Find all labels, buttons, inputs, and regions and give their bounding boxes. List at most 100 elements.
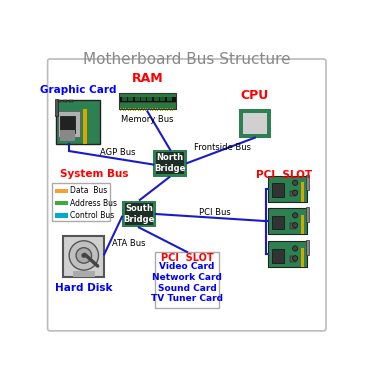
Text: RAM: RAM [132, 72, 163, 85]
Bar [125, 204, 153, 225]
Text: PCI  SLOT: PCI SLOT [256, 170, 312, 180]
Bar [128, 97, 133, 101]
Bar [172, 108, 173, 111]
Text: Frontside Bus: Frontside Bus [194, 143, 251, 152]
Bar [128, 108, 129, 111]
Bar [55, 189, 68, 193]
Circle shape [292, 213, 298, 218]
Bar [122, 200, 156, 227]
Bar [301, 215, 304, 234]
FancyBboxPatch shape [47, 59, 326, 331]
Bar [167, 97, 172, 101]
Bar [122, 97, 127, 101]
Circle shape [292, 246, 298, 251]
Bar [290, 256, 296, 262]
Bar [132, 108, 134, 111]
Bar [268, 175, 307, 202]
Bar [135, 108, 136, 111]
Bar [156, 152, 184, 174]
Bar [268, 241, 307, 267]
Bar [142, 108, 143, 111]
Bar [55, 99, 58, 116]
Text: AGP Bus: AGP Bus [100, 148, 135, 157]
Bar [119, 102, 176, 109]
Bar [301, 182, 304, 202]
Bar [165, 108, 166, 111]
Bar [138, 108, 139, 111]
Text: Hard Disk: Hard Disk [55, 283, 112, 293]
Bar [157, 108, 158, 111]
Bar [73, 271, 95, 277]
Bar [160, 97, 165, 101]
Text: Control Bus: Control Bus [70, 211, 115, 220]
Text: Data  Bus: Data Bus [70, 186, 107, 195]
Bar [64, 236, 104, 277]
Circle shape [76, 248, 92, 263]
Text: PCI Bus: PCI Bus [200, 208, 231, 217]
Text: ATA Bus: ATA Bus [112, 239, 146, 247]
Bar [63, 100, 67, 102]
Text: PCI  SLOT: PCI SLOT [161, 252, 213, 263]
Bar [306, 175, 310, 190]
Text: Network Card: Network Card [152, 273, 222, 282]
Text: Sound Card: Sound Card [158, 283, 216, 293]
Bar [58, 111, 80, 137]
Bar [147, 97, 153, 101]
Bar [119, 97, 176, 102]
Bar [69, 100, 73, 102]
Bar [60, 116, 75, 133]
Text: Memory Bus: Memory Bus [121, 115, 174, 124]
Text: North
Bridge: North Bridge [154, 153, 186, 173]
Text: South
Bridge: South Bridge [123, 204, 155, 224]
Bar [52, 183, 110, 221]
Text: System Bus: System Bus [60, 169, 128, 179]
Bar [123, 108, 124, 111]
Bar [239, 110, 270, 138]
Bar [120, 108, 121, 111]
Bar [170, 108, 171, 111]
Bar [290, 223, 296, 229]
Text: TV Tuner Card: TV Tuner Card [151, 294, 223, 303]
Circle shape [81, 253, 86, 258]
Bar [55, 201, 68, 205]
Bar [154, 97, 159, 101]
Circle shape [292, 190, 298, 195]
Bar [147, 108, 149, 111]
Bar [125, 108, 126, 111]
Bar [82, 109, 87, 144]
Circle shape [69, 241, 99, 270]
Bar [306, 207, 310, 222]
Circle shape [292, 180, 298, 185]
Bar [119, 93, 176, 109]
Bar [60, 130, 75, 141]
Text: Graphic Card: Graphic Card [40, 85, 116, 94]
Text: Motherboard Bus Structure: Motherboard Bus Structure [83, 52, 291, 67]
Bar [272, 216, 284, 229]
Bar [272, 249, 284, 263]
Text: Address Bus: Address Bus [70, 199, 117, 208]
Bar [167, 108, 168, 111]
Bar [290, 191, 296, 196]
Bar [160, 108, 161, 111]
Bar [153, 150, 187, 177]
Text: Video Card: Video Card [159, 262, 215, 271]
Bar [306, 240, 310, 255]
Bar [56, 100, 100, 144]
Bar [150, 108, 151, 111]
Bar [119, 93, 176, 97]
Bar [145, 108, 146, 111]
Bar [58, 100, 61, 102]
Bar [162, 108, 163, 111]
Bar [243, 113, 267, 134]
Bar [55, 213, 68, 218]
Bar [141, 97, 146, 101]
Text: CPU: CPU [241, 89, 269, 102]
Bar [135, 97, 139, 101]
Bar [301, 248, 304, 267]
Bar [268, 208, 307, 234]
Bar [140, 108, 141, 111]
Bar [155, 108, 156, 111]
Circle shape [292, 256, 298, 261]
Bar [272, 183, 284, 197]
Bar [130, 108, 131, 111]
